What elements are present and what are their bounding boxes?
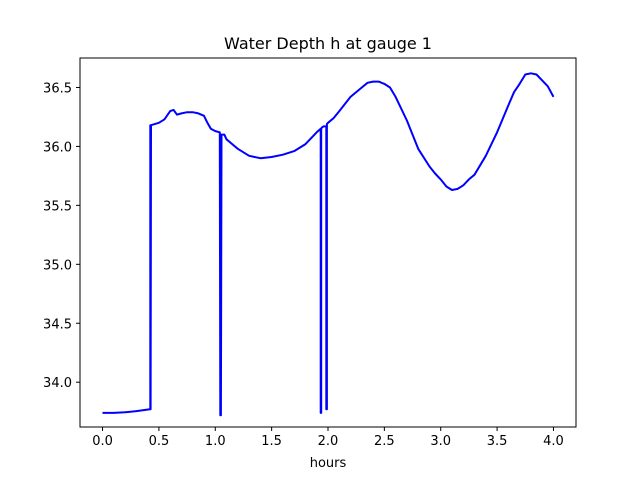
series-line-1: [102, 72, 555, 417]
x-tick-label: 4.0: [543, 434, 564, 449]
y-tick-label: 36.0: [43, 140, 72, 155]
y-tick-label: 34.0: [43, 376, 72, 391]
x-tick-label: 1.0: [205, 434, 226, 449]
x-tick-label: 2.0: [318, 434, 339, 449]
x-tick-label: 0.5: [149, 434, 170, 449]
x-tick-label: 1.5: [261, 434, 282, 449]
x-axis-label: hours: [310, 456, 347, 471]
plot-area: 0.0 0.5 1.0 1.5 2.0 2.5 3.0 3.5 4.0 34.0 34.5 35.0 3…: [43, 57, 577, 449]
chart-title: Water Depth h at gauge 1: [224, 34, 432, 53]
y-tick-label: 35.0: [43, 258, 72, 273]
x-tick-label: 2.5: [374, 434, 395, 449]
y-tick-label: 36.5: [43, 81, 72, 96]
x-tick-label: 3.0: [430, 434, 451, 449]
y-tick-label: 35.5: [43, 199, 72, 214]
x-tick-label: 0.0: [92, 434, 113, 449]
y-tick-label: 34.5: [43, 317, 72, 332]
x-tick-label: 3.5: [487, 434, 508, 449]
